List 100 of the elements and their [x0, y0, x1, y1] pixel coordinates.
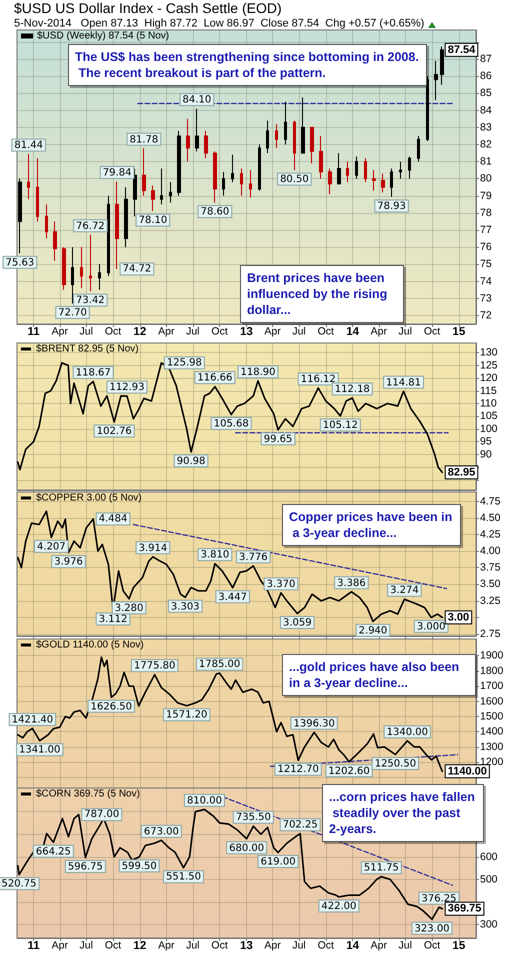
x-tick-label: Jul	[80, 940, 93, 952]
y-tick-label: 90	[480, 448, 492, 460]
annotation: 1140.00	[448, 765, 487, 778]
y-tick-label: 1700	[480, 680, 504, 692]
annotation: 72.70	[58, 307, 87, 318]
annotation: 3.303	[170, 601, 200, 612]
x-tick-label: 12	[133, 326, 146, 338]
y-tick-label: 1300	[480, 740, 504, 753]
annotation: 673.00	[144, 826, 179, 838]
x-tick-label: Oct	[318, 326, 334, 338]
annotation: 1421.40	[12, 714, 54, 726]
annotation: 79.84	[102, 167, 132, 178]
x-tick-label: 14	[346, 326, 360, 338]
candlestick	[53, 220, 57, 262]
candlestick	[434, 60, 438, 101]
candlestick	[98, 264, 101, 290]
x-tick-label: Apr	[370, 940, 388, 952]
candlestick	[186, 118, 190, 162]
y-tick-label: 125	[480, 359, 498, 372]
x-tick-label: Oct	[424, 940, 440, 952]
candlestick	[240, 168, 243, 196]
y-tick-label: 82	[480, 138, 492, 151]
y-tick-label: 85	[480, 87, 492, 100]
annotation: 1626.50	[90, 701, 132, 712]
y-tick-label: 95	[480, 436, 492, 448]
x-tick-label: Jul	[292, 940, 306, 952]
annotation: 422.00	[321, 900, 356, 912]
x-tick-label: Apr	[264, 940, 282, 952]
candlestick	[160, 168, 163, 205]
x-tick-label: Apr	[370, 326, 388, 338]
candlestick	[301, 97, 305, 154]
x-tick-label: Jul	[186, 326, 200, 338]
y-tick-label: 4.50	[480, 512, 501, 524]
candlestick	[355, 156, 358, 180]
y-tick-label: 84	[480, 104, 492, 116]
annotation: 3.00	[448, 611, 470, 624]
annotation: 680.00	[229, 842, 264, 854]
annotation: ...corn prices have fallen steadily over the past 2-years.	[329, 790, 475, 836]
y-tick-label: 105	[480, 410, 498, 422]
annotation: 80.50	[280, 174, 309, 186]
candlestick	[115, 180, 119, 270]
x-tick-label: 13	[240, 940, 253, 952]
legend-label: $USD (Weekly) 87.54 (5 Nov)	[37, 30, 170, 42]
y-tick-label: 87	[480, 53, 492, 66]
annotation: Brent prices have been influenced by the rising dollar...	[247, 271, 391, 317]
x-tick-label: 11	[28, 940, 40, 952]
legend-label: $GOLD 1140.00 (5 Nov)	[36, 640, 144, 650]
legend-label: $COPPER 3.00 (5 Nov)	[36, 492, 142, 504]
y-tick-label: 3.25	[480, 594, 501, 607]
chart-title: $USD US Dollar Index - Cash Settle (EOD)	[14, 0, 282, 16]
candlestick	[45, 204, 48, 240]
candlestick	[213, 150, 217, 204]
annotation: 118.90	[240, 366, 276, 378]
y-tick-label: 1600	[480, 695, 504, 708]
annotation: 3.000	[416, 621, 446, 632]
y-tick-label: 2.75	[480, 628, 501, 640]
candlestick	[310, 126, 314, 164]
y-tick-label: 72	[480, 309, 492, 322]
annotation: 76.72	[76, 220, 105, 232]
y-tick-label: 300	[480, 918, 498, 930]
y-tick-label: 1800	[480, 664, 504, 677]
candlestick	[319, 135, 323, 180]
y-tick-label: 83	[480, 121, 492, 134]
legend-label: $BRENT 82.95 (5 Nov)	[36, 344, 139, 354]
legend-label: $CORN 369.75 (5 Nov)	[36, 788, 140, 800]
annotation: 102.76	[96, 426, 132, 437]
y-tick-label: 1400	[480, 726, 504, 738]
x-tick-label: Oct	[211, 326, 228, 338]
annotation: 599.50	[122, 860, 157, 872]
annotation: 1785.00	[198, 659, 240, 670]
x-tick-label: Oct	[104, 326, 122, 338]
annotation: 114.81	[386, 377, 422, 388]
annotation: 1202.60	[328, 766, 370, 777]
annotation: 3.447	[218, 592, 247, 603]
annotation: 4.484	[98, 513, 128, 524]
candlestick	[177, 130, 181, 196]
candlestick	[337, 152, 341, 184]
annotation: 1396.30	[293, 718, 335, 730]
annotation: 3.059	[282, 618, 312, 629]
annotation: 1340.00	[386, 726, 428, 738]
y-tick-label: 110	[480, 398, 497, 410]
annotation: 74.72	[122, 263, 152, 274]
annotation: 99.65	[264, 434, 292, 445]
annotation: 3.810	[200, 550, 230, 561]
annotation: 105.12	[322, 420, 358, 431]
candlestick	[408, 156, 411, 180]
y-tick-label: 77	[480, 224, 492, 236]
candlestick	[372, 170, 376, 192]
y-tick-label: 78	[480, 206, 492, 219]
annotation: 78.93	[377, 201, 406, 212]
candlestick	[18, 178, 22, 254]
candlestick	[249, 170, 252, 198]
annotation: 551.50	[166, 872, 201, 883]
annotation: 1250.50	[374, 758, 416, 770]
annotation: 3.914	[138, 542, 168, 554]
annotation: 3.370	[266, 578, 296, 590]
annotation: 369.75	[448, 902, 482, 915]
y-tick-label: 4.75	[480, 495, 501, 508]
candlestick	[89, 234, 92, 292]
annotation: 520.75	[2, 878, 37, 890]
